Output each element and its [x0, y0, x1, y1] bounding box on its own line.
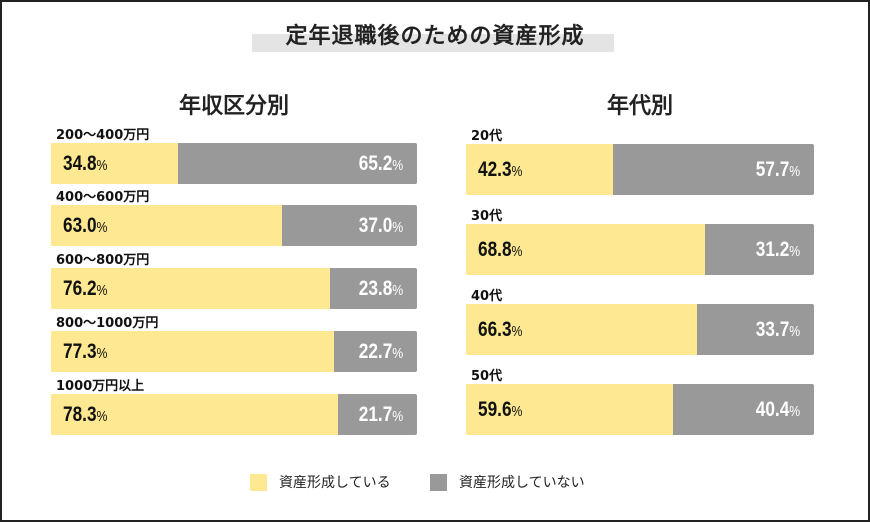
- data-label: 23.8%: [358, 276, 403, 300]
- bar-row: 66.3% 33.7%: [466, 304, 814, 355]
- bar-segment-formed: [51, 143, 179, 184]
- data-label: 21.7%: [358, 402, 403, 426]
- data-label: 37.0%: [358, 213, 403, 237]
- category-label: 1000万円以上: [56, 379, 145, 394]
- category-label: 40代: [471, 289, 503, 304]
- data-label: 66.3%: [478, 317, 523, 341]
- data-label: 59.6%: [478, 397, 523, 421]
- bar-row: 63.0% 37.0%: [51, 205, 417, 246]
- bar-row: 59.6% 40.4%: [466, 384, 814, 435]
- data-label: 63.0%: [63, 213, 108, 237]
- bar-segment-formed: [51, 394, 338, 435]
- data-label: 31.2%: [755, 237, 800, 261]
- data-label: 40.4%: [755, 397, 800, 421]
- data-label: 76.2%: [63, 276, 108, 300]
- data-label: 22.7%: [358, 339, 403, 363]
- data-label: 34.8%: [63, 151, 108, 175]
- bar-row: 34.8% 65.2%: [51, 143, 417, 184]
- data-label: 33.7%: [755, 317, 800, 341]
- bar-segment-not-formed: [178, 143, 417, 184]
- category-label: 30代: [471, 209, 503, 224]
- bar-segment-not-formed: [673, 384, 814, 435]
- title-highlight: [252, 34, 614, 52]
- legend-label: 資産形成していない: [459, 475, 585, 491]
- data-label: 65.2%: [358, 151, 403, 175]
- bar-segment-not-formed: [281, 205, 417, 246]
- category-label: 800〜1000万円: [56, 316, 159, 331]
- category-label: 50代: [471, 369, 503, 384]
- data-label: 68.8%: [478, 237, 523, 261]
- bar-segment-formed: [51, 205, 282, 246]
- category-label: 400〜600万円: [56, 190, 150, 205]
- bar-row: 78.3% 21.7%: [51, 394, 417, 435]
- legend-label: 資産形成している: [279, 475, 391, 491]
- legend-swatch-yellow: [250, 473, 267, 491]
- bar-segment-formed: [466, 304, 697, 355]
- bar-segment-not-formed: [613, 144, 814, 195]
- category-label: 600〜800万円: [56, 253, 150, 268]
- bar-segment-not-formed: [333, 331, 417, 372]
- left-subtitle: 年収区分別: [178, 94, 289, 119]
- bar-segment-not-formed: [696, 304, 814, 355]
- bar-segment-not-formed: [337, 394, 417, 435]
- legend-item-not-formed: 資産形成していない: [430, 472, 585, 492]
- data-label: 57.7%: [755, 157, 800, 181]
- chart-title: 定年退職後のための資産形成: [285, 24, 585, 49]
- bar-row: 42.3% 57.7%: [466, 144, 814, 195]
- category-label: 200〜400万円: [56, 128, 150, 143]
- right-subtitle: 年代別: [606, 94, 673, 119]
- bar-segment-formed: [466, 224, 706, 275]
- data-label: 78.3%: [63, 402, 108, 426]
- bar-row: 68.8% 31.2%: [466, 224, 814, 275]
- bar-segment-formed: [466, 144, 614, 195]
- bar-row: 76.2% 23.8%: [51, 268, 417, 309]
- category-label: 20代: [471, 129, 503, 144]
- data-label: 77.3%: [63, 339, 108, 363]
- legend-swatch-gray: [430, 473, 447, 491]
- legend-item-formed: 資産形成している: [250, 472, 391, 492]
- bar-segment-not-formed: [329, 268, 417, 309]
- bar-segment-not-formed: [705, 224, 814, 275]
- bar-segment-formed: [51, 268, 330, 309]
- bar-segment-formed: [466, 384, 674, 435]
- bar-segment-formed: [51, 331, 334, 372]
- data-label: 42.3%: [478, 157, 523, 181]
- bar-row: 77.3% 22.7%: [51, 331, 417, 372]
